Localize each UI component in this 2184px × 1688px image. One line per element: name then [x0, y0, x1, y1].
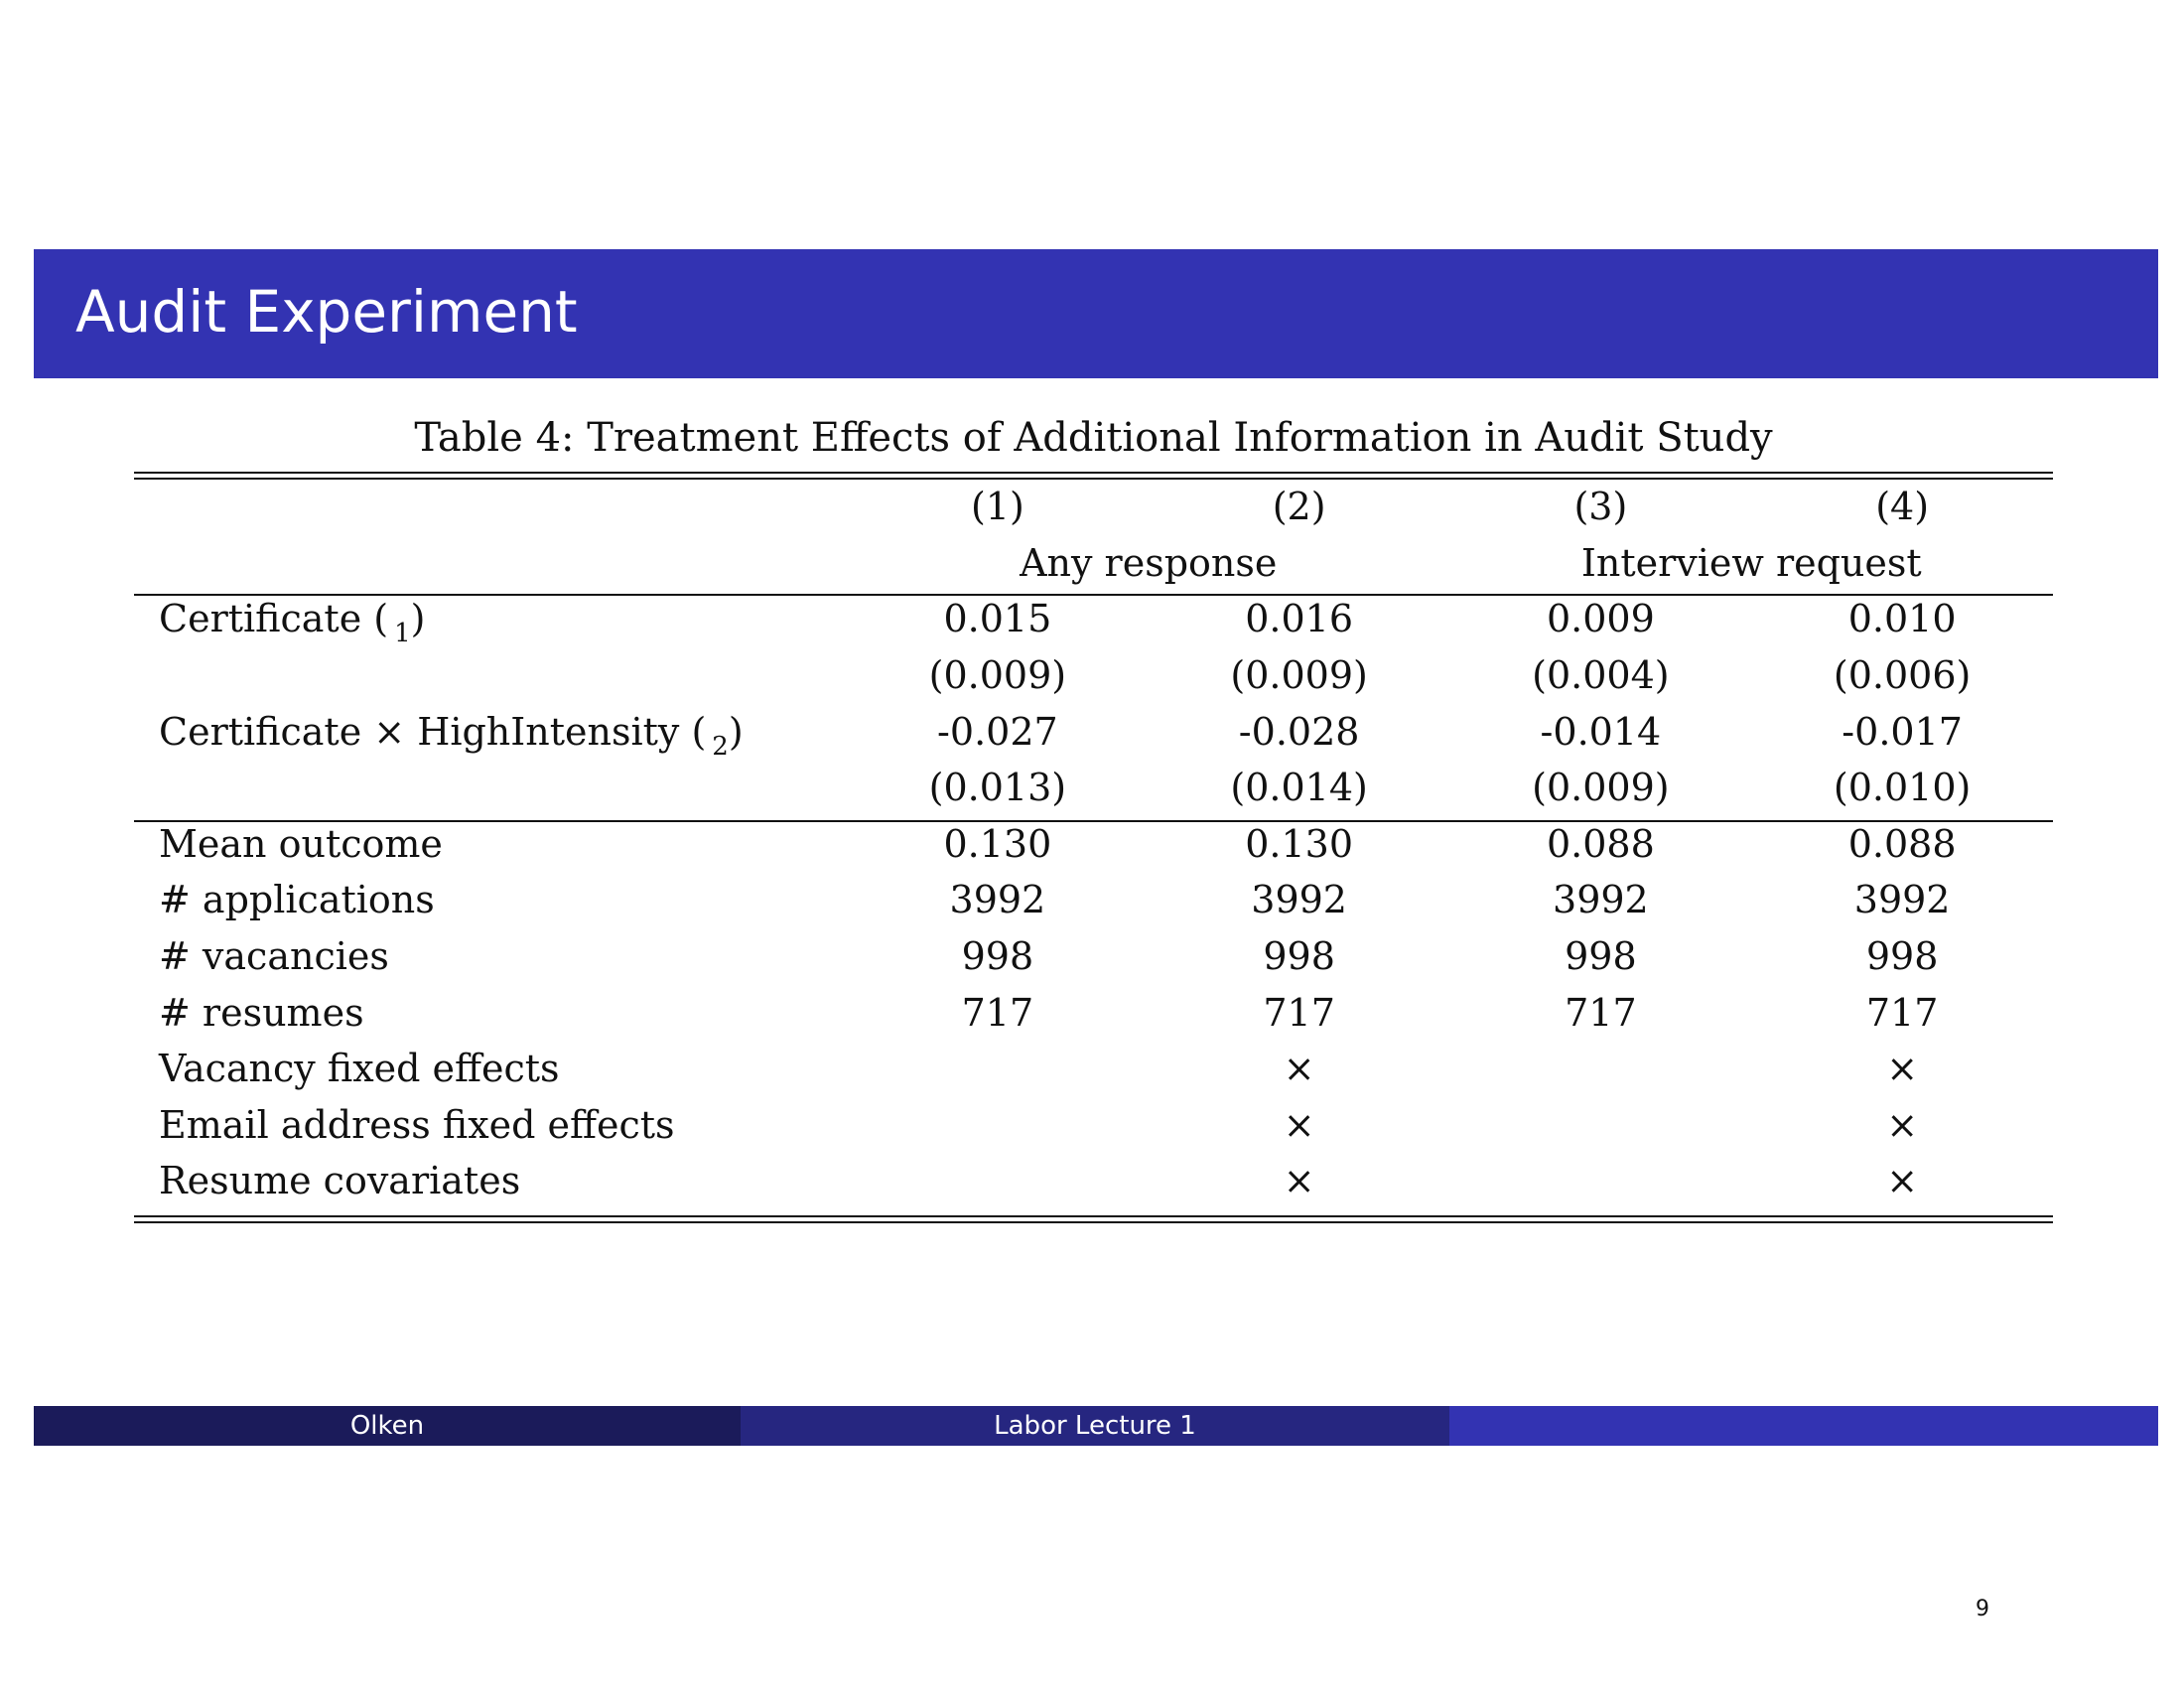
std-error: (0.010) — [1833, 766, 1972, 810]
table-bottom-rule — [134, 1215, 2053, 1217]
stat-value: 998 — [1865, 934, 1939, 979]
column-number: (2) — [1272, 485, 1326, 529]
stat-value: × — [1886, 1047, 1919, 1091]
row-label-text: Certificate × HighIntensity ( — [159, 709, 707, 754]
stat-value — [1450, 1041, 1752, 1097]
row-label: Mean outcome — [159, 821, 443, 866]
coef-value: -0.027 — [937, 709, 1058, 754]
row-label: Email address fixed effects — [159, 1102, 675, 1147]
row-label-blank — [134, 760, 847, 816]
row-label: # vacancies — [159, 934, 389, 979]
stat-value: 0.130 — [943, 821, 1052, 866]
stat-value: 998 — [1263, 934, 1335, 979]
stat-value: 998 — [1565, 934, 1637, 979]
stat-value — [847, 1153, 1149, 1209]
stat-row: # vacancies 998 998 998 998 — [134, 928, 2053, 985]
row-label: Certificate × HighIntensity (2) — [134, 703, 847, 762]
footer-author: Olken — [34, 1406, 741, 1446]
coef-value: 0.015 — [943, 597, 1052, 641]
row-label-text: Certificate ( — [159, 597, 389, 641]
row-label: # resumes — [159, 990, 364, 1035]
row-label-blank — [134, 647, 847, 704]
stat-value: × — [1283, 1047, 1315, 1091]
coef-value: 0.016 — [1245, 597, 1354, 641]
footer-lecture: Labor Lecture 1 — [741, 1406, 1449, 1446]
stat-row: # applications 3992 3992 3992 3992 — [134, 872, 2053, 928]
row-label-close: ) — [728, 709, 744, 754]
column-number: (3) — [1573, 485, 1628, 529]
slide-title-bar: Audit Experiment — [34, 249, 2158, 378]
header-blank-cell — [134, 535, 847, 592]
stat-value: 0.088 — [1847, 821, 1957, 866]
std-error: (0.006) — [1833, 653, 1972, 698]
row-label-subscript: 2 — [712, 731, 729, 762]
column-number: (4) — [1875, 485, 1930, 529]
stat-value: × — [1886, 1159, 1919, 1203]
stat-value: 717 — [1565, 990, 1637, 1035]
coef-value: -0.014 — [1540, 709, 1662, 754]
stat-value: 717 — [1865, 990, 1939, 1035]
std-error: (0.004) — [1532, 653, 1670, 698]
stat-row: Resume covariates × × — [134, 1153, 2053, 1209]
stat-value: × — [1283, 1102, 1315, 1147]
std-error: (0.009) — [928, 653, 1067, 698]
stat-value: 3992 — [1853, 878, 1951, 922]
stat-value: × — [1283, 1159, 1315, 1203]
row-label-close: ) — [410, 597, 426, 641]
stat-value: 998 — [961, 934, 1034, 979]
stat-value: 0.088 — [1546, 821, 1655, 866]
group-header-any-response: Any response — [1020, 540, 1278, 585]
stat-value: 3992 — [949, 878, 1046, 922]
coef-value: -0.017 — [1842, 709, 1963, 754]
page-number: 9 — [1976, 1597, 1989, 1621]
stat-row: Email address fixed effects × × — [134, 1097, 2053, 1154]
std-error: (0.009) — [1230, 653, 1368, 698]
stat-row: Mean outcome 0.130 0.130 0.088 0.088 — [134, 816, 2053, 873]
group-header-row: Any response Interview request — [134, 535, 2053, 592]
coef-bottom-rule — [134, 820, 2053, 822]
row-label: Certificate (1) — [134, 591, 847, 649]
std-error-row: (0.013) (0.014) (0.009) (0.010) — [134, 760, 2053, 816]
table-top-rule — [134, 472, 2053, 474]
row-label-subscript: 1 — [394, 619, 411, 649]
stat-value — [1450, 1097, 1752, 1154]
stat-value — [847, 1041, 1149, 1097]
stat-value: 3992 — [1553, 878, 1649, 922]
stat-value — [847, 1097, 1149, 1154]
stat-row: Vacancy fixed effects × × — [134, 1041, 2053, 1097]
coef-value: 0.010 — [1847, 597, 1957, 641]
coef-row: Certificate × HighIntensity (2) -0.027 -… — [134, 703, 2053, 762]
table-bottom-rule-2 — [134, 1221, 2053, 1223]
column-number-row: (1) (2) (3) (4) — [134, 479, 2053, 535]
slide-title: Audit Experiment — [75, 278, 578, 346]
coef-value: -0.028 — [1238, 709, 1360, 754]
row-label: # applications — [159, 878, 435, 922]
stat-value: 717 — [961, 990, 1034, 1035]
coef-value: 0.009 — [1546, 597, 1655, 641]
std-error-row: (0.009) (0.009) (0.004) (0.006) — [134, 647, 2053, 704]
stat-value: × — [1886, 1102, 1919, 1147]
footer-blank-segment — [1449, 1406, 2158, 1446]
std-error: (0.014) — [1230, 766, 1368, 810]
header-blank-cell — [134, 479, 847, 535]
std-error: (0.009) — [1532, 766, 1670, 810]
stat-value: 0.130 — [1245, 821, 1354, 866]
table-caption: Table 4: Treatment Effects of Additional… — [414, 415, 1773, 461]
row-label: Vacancy fixed effects — [159, 1047, 560, 1091]
stat-value: 3992 — [1251, 878, 1347, 922]
coef-row: Certificate (1) 0.015 0.016 0.009 0.010 — [134, 591, 2053, 649]
column-number: (1) — [970, 485, 1024, 529]
row-label: Resume covariates — [159, 1159, 521, 1203]
group-header-interview-request: Interview request — [1580, 540, 1922, 585]
std-error: (0.013) — [928, 766, 1067, 810]
header-bottom-rule — [134, 594, 2053, 596]
table-top-rule-2 — [134, 478, 2053, 480]
stat-value — [1450, 1153, 1752, 1209]
stat-row: # resumes 717 717 717 717 — [134, 984, 2053, 1041]
results-table: (1) (2) (3) (4) Any response Interview r… — [134, 479, 2053, 1209]
stat-value: 717 — [1263, 990, 1335, 1035]
